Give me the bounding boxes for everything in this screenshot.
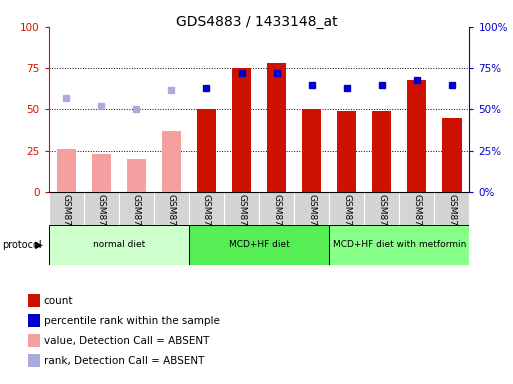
Text: GSM878122: GSM878122	[272, 194, 281, 248]
Text: GDS4883 / 1433148_at: GDS4883 / 1433148_at	[175, 15, 338, 29]
Bar	[399, 192, 435, 225]
Bar	[119, 192, 154, 225]
Bar	[294, 192, 329, 225]
Text: ▶: ▶	[35, 240, 43, 250]
Bar	[189, 192, 224, 225]
Text: normal diet: normal diet	[93, 240, 145, 249]
Bar	[302, 109, 321, 192]
Bar	[442, 118, 462, 192]
Text: GSM878123: GSM878123	[307, 194, 316, 248]
Bar	[435, 192, 469, 225]
Bar	[154, 192, 189, 225]
Text: GSM878120: GSM878120	[202, 194, 211, 248]
Text: GSM878118: GSM878118	[132, 194, 141, 248]
Bar	[329, 225, 469, 265]
Bar	[224, 192, 259, 225]
Text: count: count	[44, 296, 73, 306]
Bar	[337, 111, 357, 192]
Text: GSM878124: GSM878124	[342, 194, 351, 248]
Bar	[197, 109, 216, 192]
Bar	[49, 192, 84, 225]
Text: GSM878126: GSM878126	[412, 194, 421, 248]
Bar	[162, 131, 181, 192]
Bar	[372, 111, 391, 192]
Text: protocol: protocol	[3, 240, 42, 250]
Bar	[49, 225, 189, 265]
Bar	[259, 192, 294, 225]
Bar	[92, 154, 111, 192]
Text: percentile rank within the sample: percentile rank within the sample	[44, 316, 220, 326]
Bar	[364, 192, 399, 225]
Text: GSM878116: GSM878116	[62, 194, 71, 248]
Bar	[56, 149, 76, 192]
Text: rank, Detection Call = ABSENT: rank, Detection Call = ABSENT	[44, 356, 204, 366]
Text: GSM878119: GSM878119	[167, 194, 176, 248]
Text: GSM878125: GSM878125	[377, 194, 386, 248]
Bar	[84, 192, 119, 225]
Text: GSM878121: GSM878121	[237, 194, 246, 248]
Bar	[267, 63, 286, 192]
Text: MCD+HF diet with metformin: MCD+HF diet with metformin	[332, 240, 466, 249]
Bar	[127, 159, 146, 192]
Text: GSM878127: GSM878127	[447, 194, 457, 248]
Bar	[329, 192, 364, 225]
Bar	[232, 68, 251, 192]
Text: GSM878117: GSM878117	[97, 194, 106, 248]
Text: MCD+HF diet: MCD+HF diet	[229, 240, 289, 249]
Bar	[407, 80, 426, 192]
Bar	[189, 225, 329, 265]
Text: value, Detection Call = ABSENT: value, Detection Call = ABSENT	[44, 336, 209, 346]
